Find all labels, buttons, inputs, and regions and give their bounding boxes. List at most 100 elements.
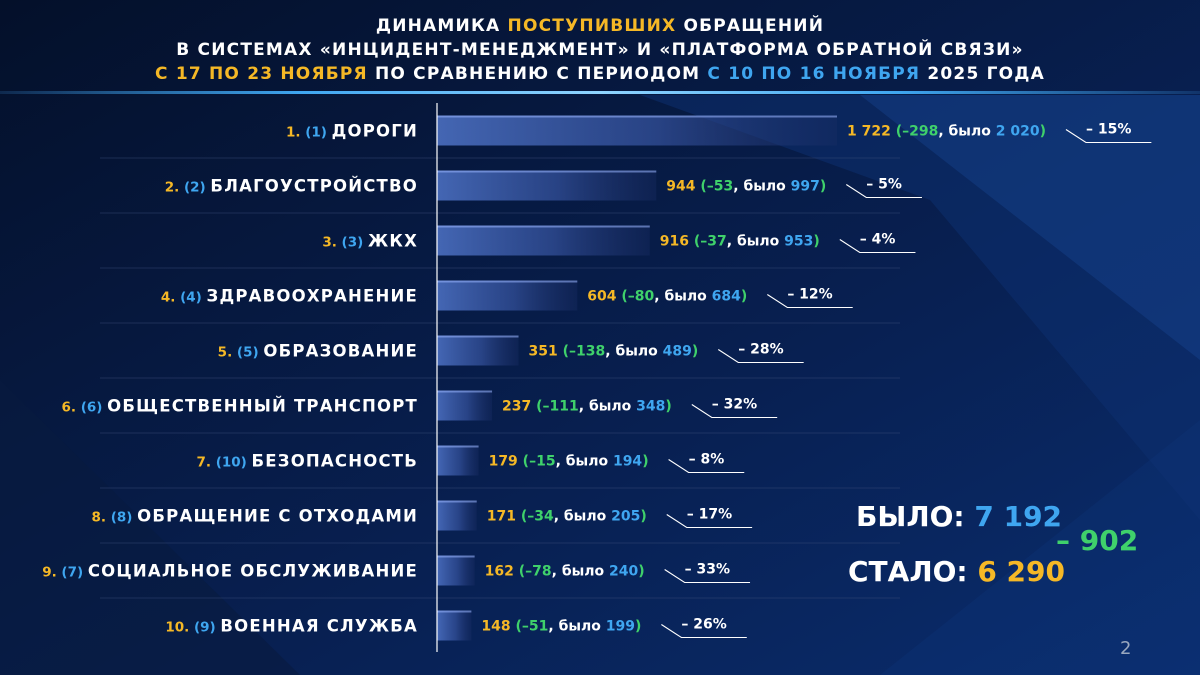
current-value: 604 — [587, 289, 616, 305]
change-value: (–15 — [518, 454, 556, 470]
change-value: (–34 — [516, 509, 554, 525]
category-label: 4. (4) ЗДРАВООХРАНЕНИЕ — [161, 287, 418, 306]
value-label: 179 (–15, было 194) — [489, 454, 649, 470]
category-label: 2. (2) БЛАГОУСТРОЙСТВО — [165, 177, 418, 196]
change-value: (–37 — [689, 234, 727, 250]
category-name: ДОРОГИ — [332, 122, 418, 141]
current-period: С 17 ПО 23 НОЯБРЯ — [155, 64, 368, 84]
change-value: (–78 — [514, 564, 552, 580]
close-paren: ) — [1040, 124, 1046, 140]
change-value: (–51 — [511, 619, 549, 635]
change-value: (–138 — [558, 344, 606, 360]
percent-change: – 4% — [860, 232, 896, 248]
category-label: 7. (10) БЕЗОПАСНОСТЬ — [196, 452, 418, 471]
category-label: 6. (6) ОБЩЕСТВЕННЫЙ ТРАНСПОРТ — [61, 397, 418, 416]
rank-previous: (10) — [216, 455, 252, 471]
was-text: , было — [554, 509, 611, 525]
percent-leader-line — [661, 624, 747, 639]
category-label: 1. (1) ДОРОГИ — [286, 122, 418, 141]
previous-value: 194 — [613, 454, 642, 470]
percent-leader-line — [839, 239, 916, 254]
category-name: ОБРАЩЕНИЕ С ОТХОДАМИ — [137, 507, 418, 526]
category-label: 10. (9) ВОЕННАЯ СЛУЖБА — [165, 617, 418, 636]
close-paren: ) — [640, 509, 646, 525]
chart-rows: 1. (1) ДОРОГИ 1 722 (–298, было 2 020) – 1… — [42, 115, 1152, 641]
value-label: 604 (–80, было 684) — [587, 289, 747, 305]
category-name: СОЦИАЛЬНОЕ ОБСЛУЖИВАНИЕ — [88, 562, 418, 581]
was-text: , было — [654, 289, 711, 305]
current-value: 148 — [481, 619, 510, 635]
title-text: ПО СРАВНЕНИЮ С ПЕРИОДОМ — [367, 64, 708, 84]
was-text: , было — [552, 564, 609, 580]
bar — [437, 280, 578, 311]
bar-highlight — [437, 445, 479, 448]
change-value: (–111 — [531, 399, 579, 415]
rank-previous: (2) — [184, 180, 210, 196]
current-value: 171 — [487, 509, 516, 525]
bar — [437, 335, 519, 366]
rank-previous: (4) — [180, 290, 206, 306]
change-value: (–80 — [617, 289, 655, 305]
category-name: ЗДРАВООХРАНЕНИЕ — [207, 287, 418, 306]
value-label: 237 (–111, было 348) — [502, 399, 672, 415]
percent-change: – 15% — [1086, 122, 1131, 138]
rank-previous: (7) — [61, 565, 87, 581]
bar-highlight — [437, 280, 578, 283]
bar — [437, 445, 479, 476]
rank-previous: (6) — [81, 400, 107, 416]
title-line-2: В СИСТЕМАХ «ИНЦИДЕНТ-МЕНЕДЖМЕНТ» И «ПЛАТ… — [176, 40, 1024, 60]
rank-current: 5. — [218, 345, 237, 361]
value-label: 351 (–138, было 489) — [529, 344, 699, 360]
current-value: 237 — [502, 399, 531, 415]
rank-previous: (8) — [111, 510, 137, 526]
category-name: ОБРАЗОВАНИЕ — [263, 342, 418, 361]
change-value: (–53 — [696, 179, 734, 195]
current-value: 1 722 — [847, 124, 891, 140]
close-paren: ) — [635, 619, 641, 635]
value-label: 1 722 (–298, было 2 020) — [847, 124, 1046, 140]
was-text: , было — [605, 344, 662, 360]
bar-highlight — [437, 335, 519, 338]
bar-highlight — [437, 115, 837, 118]
was-text: , было — [548, 619, 605, 635]
percent-leader-line — [666, 514, 753, 529]
summary-now-label: СТАЛО: — [848, 555, 978, 588]
close-paren: ) — [813, 234, 819, 250]
title-text: ДИНАМИКА — [375, 16, 508, 36]
category-label: 9. (7) СОЦИАЛЬНОЕ ОБСЛУЖИВАНИЕ — [42, 562, 418, 581]
rank-current: 8. — [92, 510, 111, 526]
previous-period: С 10 ПО 16 НОЯБРЯ — [707, 64, 921, 84]
close-paren: ) — [642, 454, 648, 470]
summary-was-value: 7 192 — [974, 500, 1063, 533]
close-paren: ) — [820, 179, 826, 195]
current-value: 916 — [660, 234, 689, 250]
percent-leader-line — [717, 349, 804, 364]
rank-current: 1. — [286, 125, 305, 141]
bar-highlight — [437, 390, 493, 393]
rank-previous: (3) — [342, 235, 368, 251]
category-name: ЖКХ — [368, 232, 418, 251]
bar-highlight — [437, 170, 657, 173]
header-divider — [0, 91, 1200, 94]
bar — [437, 610, 472, 641]
bar-highlight — [437, 555, 475, 558]
title-text: 2025 ГОДА — [920, 64, 1045, 84]
percent-leader-line — [691, 404, 778, 419]
percent-leader-line — [845, 184, 922, 199]
category-name: ВОЕННАЯ СЛУЖБА — [220, 617, 418, 636]
previous-value: 205 — [611, 509, 640, 525]
category-name: БЕЗОПАСНОСТЬ — [252, 452, 418, 471]
rank-current: 2. — [165, 180, 184, 196]
value-label: 162 (–78, было 240) — [485, 564, 645, 580]
category-name: БЛАГОУСТРОЙСТВО — [210, 177, 418, 196]
percent-change: – 33% — [685, 562, 730, 578]
category-name: ОБЩЕСТВЕННЫЙ ТРАНСПОРТ — [107, 397, 418, 416]
was-text: , было — [938, 124, 995, 140]
chart-title: ДИНАМИКА ПОСТУПИВШИХ ОБРАЩЕНИЙ В СИСТЕМА… — [0, 14, 1200, 86]
was-text: , было — [733, 179, 790, 195]
current-value: 351 — [529, 344, 558, 360]
previous-value: 997 — [791, 179, 820, 195]
title-text: ОБРАЩЕНИЙ — [676, 16, 825, 36]
value-label: 944 (–53, было 997) — [666, 179, 826, 195]
